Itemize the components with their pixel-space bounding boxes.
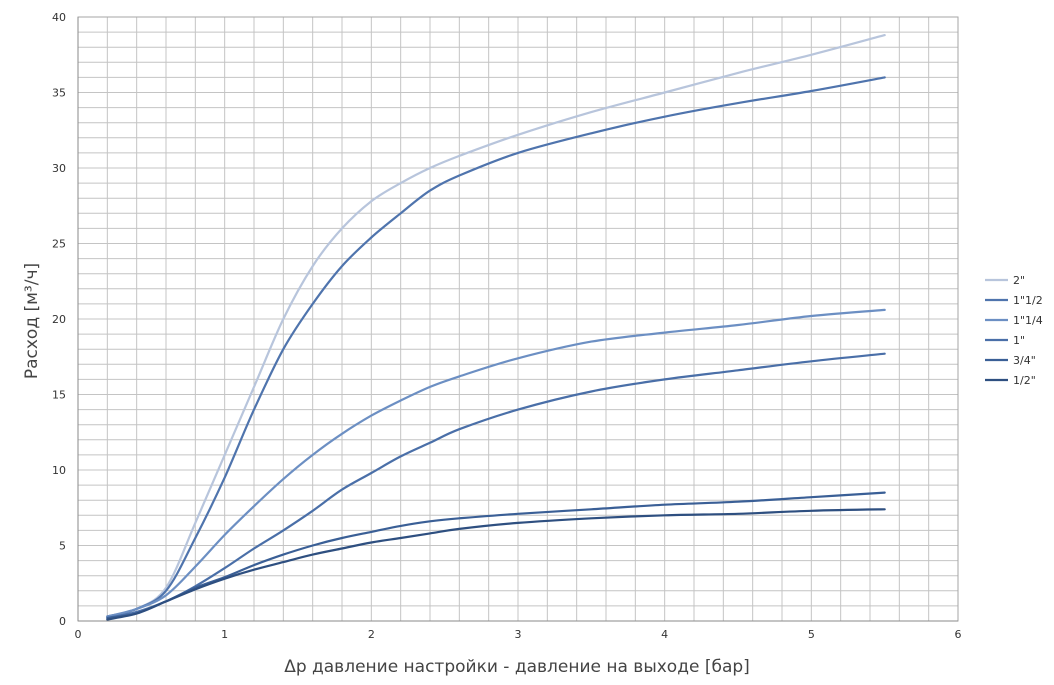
legend-label: 3/4"	[1013, 354, 1036, 367]
grid	[78, 17, 958, 621]
legend-label: 1"	[1013, 334, 1025, 347]
legend-label: 1/2"	[1013, 374, 1036, 387]
y-tick-label: 25	[52, 238, 66, 251]
series-line	[106, 491, 886, 620]
y-tick-labels: 0 5 10 15 20 25 30 35 40	[52, 11, 66, 628]
x-tick-label: 5	[808, 628, 815, 641]
legend-label: 2"	[1013, 274, 1025, 287]
y-tick-label: 0	[59, 615, 66, 628]
y-tick-label: 30	[52, 162, 66, 175]
x-tick-label: 3	[515, 628, 522, 641]
series-line	[106, 508, 886, 621]
x-tick-labels: 0 1 2 3 4 5 6	[75, 628, 962, 641]
series-line	[106, 308, 886, 618]
x-tick-label: 1	[221, 628, 228, 641]
legend-label: 1"1/2	[1013, 294, 1043, 307]
y-tick-label: 10	[52, 464, 66, 477]
y-tick-label: 5	[59, 540, 66, 553]
x-tick-label: 6	[955, 628, 962, 641]
series-lines	[106, 34, 886, 621]
x-tick-label: 2	[368, 628, 375, 641]
x-axis-title: Δp давление настройки - давление на выхо…	[284, 657, 750, 677]
x-tick-label: 4	[661, 628, 668, 641]
axes	[77, 16, 959, 622]
x-tick-label: 0	[75, 628, 82, 641]
y-tick-label: 40	[52, 11, 66, 24]
y-tick-label: 35	[52, 87, 66, 100]
y-axis-title: Расход [м³/ч]	[22, 263, 42, 379]
y-tick-label: 15	[52, 389, 66, 402]
series-line	[106, 352, 886, 620]
series-line	[106, 34, 886, 618]
legend: 2" 1"1/2 1"1/4 1" 3/4" 1/2"	[985, 274, 1043, 387]
legend-label: 1"1/4	[1013, 314, 1043, 327]
y-tick-label: 20	[52, 313, 66, 326]
series-line	[106, 76, 886, 618]
